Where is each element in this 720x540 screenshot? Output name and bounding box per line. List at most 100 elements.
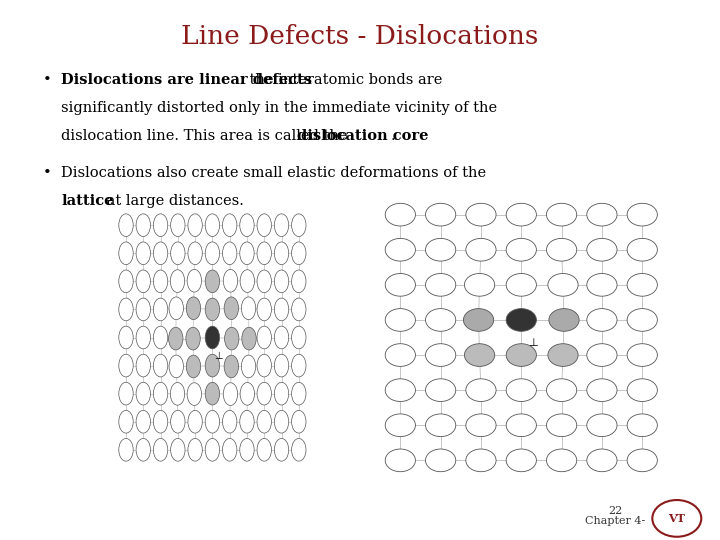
Text: ⊥: ⊥ xyxy=(214,351,222,361)
Circle shape xyxy=(466,449,496,472)
Ellipse shape xyxy=(205,298,220,321)
Ellipse shape xyxy=(274,242,289,265)
Ellipse shape xyxy=(292,410,306,433)
Circle shape xyxy=(587,379,617,402)
Circle shape xyxy=(627,309,657,332)
Ellipse shape xyxy=(222,214,237,237)
Ellipse shape xyxy=(257,298,271,321)
Ellipse shape xyxy=(205,270,220,293)
Text: ⊥: ⊥ xyxy=(528,338,537,348)
Circle shape xyxy=(385,449,415,472)
Ellipse shape xyxy=(119,438,133,461)
Circle shape xyxy=(385,379,415,402)
Circle shape xyxy=(506,203,536,226)
Circle shape xyxy=(385,239,415,261)
Ellipse shape xyxy=(242,327,256,350)
Text: at large distances.: at large distances. xyxy=(102,194,243,208)
Ellipse shape xyxy=(205,214,220,237)
Ellipse shape xyxy=(257,270,271,293)
Circle shape xyxy=(466,239,496,261)
Circle shape xyxy=(385,309,415,332)
Ellipse shape xyxy=(205,382,220,405)
Ellipse shape xyxy=(223,269,238,292)
Ellipse shape xyxy=(188,214,202,237)
Ellipse shape xyxy=(136,410,150,433)
Circle shape xyxy=(652,500,701,537)
Circle shape xyxy=(546,414,577,436)
Circle shape xyxy=(506,343,536,366)
Ellipse shape xyxy=(168,327,183,350)
Ellipse shape xyxy=(171,214,185,237)
Circle shape xyxy=(587,449,617,472)
Ellipse shape xyxy=(223,383,238,406)
Circle shape xyxy=(546,203,577,226)
Ellipse shape xyxy=(153,438,168,461)
Ellipse shape xyxy=(188,438,202,461)
Ellipse shape xyxy=(187,383,202,406)
Circle shape xyxy=(426,203,456,226)
Circle shape xyxy=(464,343,495,366)
Ellipse shape xyxy=(153,298,168,321)
Circle shape xyxy=(385,203,415,226)
Text: dislocation line. This area is called the: dislocation line. This area is called th… xyxy=(61,129,352,143)
Ellipse shape xyxy=(257,214,271,237)
Ellipse shape xyxy=(119,242,133,265)
Circle shape xyxy=(627,449,657,472)
Ellipse shape xyxy=(257,438,271,461)
Ellipse shape xyxy=(205,354,220,377)
Ellipse shape xyxy=(188,242,202,265)
Ellipse shape xyxy=(292,298,306,321)
Ellipse shape xyxy=(188,410,202,433)
Ellipse shape xyxy=(169,355,184,378)
Ellipse shape xyxy=(119,382,133,405)
Ellipse shape xyxy=(240,270,254,293)
Circle shape xyxy=(464,273,495,296)
Circle shape xyxy=(426,449,456,472)
Text: Dislocations are linear defects: Dislocations are linear defects xyxy=(61,73,312,87)
Ellipse shape xyxy=(292,214,306,237)
Text: lattice: lattice xyxy=(61,194,114,208)
Ellipse shape xyxy=(119,214,133,237)
Ellipse shape xyxy=(292,242,306,265)
Ellipse shape xyxy=(119,270,133,293)
Circle shape xyxy=(426,343,456,366)
Ellipse shape xyxy=(292,354,306,377)
Circle shape xyxy=(627,273,657,296)
Ellipse shape xyxy=(153,410,168,433)
Circle shape xyxy=(466,203,496,226)
Text: •: • xyxy=(43,166,52,180)
Ellipse shape xyxy=(274,298,289,321)
Ellipse shape xyxy=(274,354,289,377)
Circle shape xyxy=(627,343,657,366)
Text: •: • xyxy=(43,73,52,87)
Ellipse shape xyxy=(224,355,238,378)
Ellipse shape xyxy=(119,298,133,321)
Circle shape xyxy=(587,309,617,332)
Ellipse shape xyxy=(240,242,254,265)
Ellipse shape xyxy=(224,297,238,320)
Ellipse shape xyxy=(169,297,184,320)
Circle shape xyxy=(466,379,496,402)
Circle shape xyxy=(426,379,456,402)
Ellipse shape xyxy=(292,382,306,405)
Circle shape xyxy=(426,239,456,261)
Circle shape xyxy=(506,449,536,472)
Text: dislocation core: dislocation core xyxy=(297,129,428,143)
Ellipse shape xyxy=(205,326,220,349)
Text: : the interatomic bonds are: : the interatomic bonds are xyxy=(240,73,442,87)
Circle shape xyxy=(549,309,579,332)
Ellipse shape xyxy=(171,382,185,405)
Ellipse shape xyxy=(257,410,271,433)
Ellipse shape xyxy=(205,410,220,433)
Circle shape xyxy=(506,379,536,402)
Ellipse shape xyxy=(171,410,185,433)
Ellipse shape xyxy=(257,382,271,405)
Ellipse shape xyxy=(240,382,254,405)
Ellipse shape xyxy=(119,354,133,377)
Ellipse shape xyxy=(222,410,237,433)
Ellipse shape xyxy=(292,326,306,349)
Circle shape xyxy=(587,343,617,366)
Circle shape xyxy=(506,414,536,436)
Ellipse shape xyxy=(119,410,133,433)
Ellipse shape xyxy=(136,354,150,377)
